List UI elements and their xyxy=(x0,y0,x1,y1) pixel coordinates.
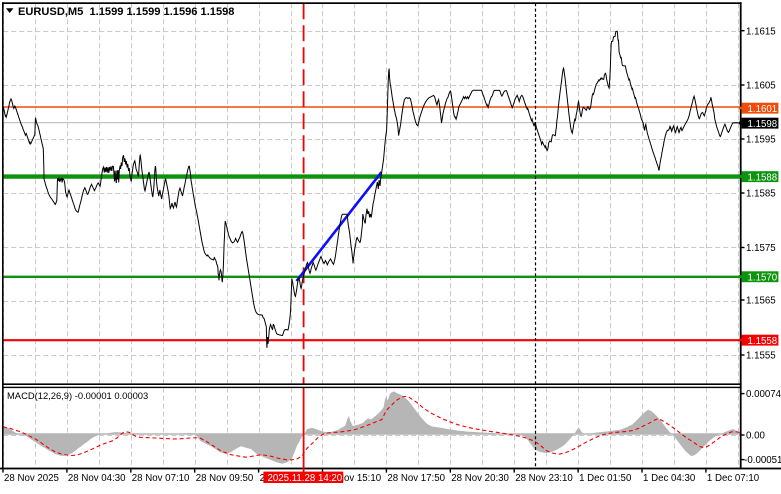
svg-text:28 Nov 2025: 28 Nov 2025 xyxy=(4,473,59,484)
svg-text:0.00: 0.00 xyxy=(746,431,765,442)
svg-text:1.1585: 1.1585 xyxy=(746,189,776,200)
svg-text:1 Dec 04:30: 1 Dec 04:30 xyxy=(643,473,696,484)
svg-text:28 Nov 15:10: 28 Nov 15:10 xyxy=(324,473,382,484)
svg-text:EURUSD,M5 1.1599 1.1599 1.159: EURUSD,M5 1.1599 1.1599 1.1596 1.1598 xyxy=(18,6,234,18)
svg-text:-0.00051: -0.00051 xyxy=(744,455,781,466)
svg-text:28 Nov 23:10: 28 Nov 23:10 xyxy=(515,473,573,484)
svg-text:1.1598: 1.1598 xyxy=(748,119,778,130)
svg-text:28 Nov 20:30: 28 Nov 20:30 xyxy=(451,473,509,484)
svg-text:1 Dec 07:10: 1 Dec 07:10 xyxy=(707,473,760,484)
svg-text:MACD(12,26,9) -0.00001 0.00003: MACD(12,26,9) -0.00001 0.00003 xyxy=(7,390,148,401)
svg-text:1.1615: 1.1615 xyxy=(746,26,776,37)
svg-text:2025.11.28 14:20: 2025.11.28 14:20 xyxy=(268,473,343,484)
svg-text:28 Nov 04:30: 28 Nov 04:30 xyxy=(68,473,126,484)
svg-text:28 Nov 09:50: 28 Nov 09:50 xyxy=(196,473,254,484)
svg-text:1.1601: 1.1601 xyxy=(748,104,778,115)
svg-text:1.1595: 1.1595 xyxy=(746,135,776,146)
svg-text:1.1575: 1.1575 xyxy=(746,243,776,254)
svg-text:1.1555: 1.1555 xyxy=(746,351,776,362)
svg-text:1.1570: 1.1570 xyxy=(748,273,778,284)
svg-text:0.00074: 0.00074 xyxy=(746,389,781,400)
svg-text:28 Nov 07:10: 28 Nov 07:10 xyxy=(132,473,190,484)
svg-text:1.1588: 1.1588 xyxy=(748,173,778,184)
svg-text:1.1558: 1.1558 xyxy=(748,336,778,347)
svg-text:28 Nov 17:50: 28 Nov 17:50 xyxy=(387,473,445,484)
svg-text:1.1565: 1.1565 xyxy=(746,296,776,307)
svg-text:1.1605: 1.1605 xyxy=(746,81,776,92)
svg-text:1 Dec 01:50: 1 Dec 01:50 xyxy=(579,473,632,484)
